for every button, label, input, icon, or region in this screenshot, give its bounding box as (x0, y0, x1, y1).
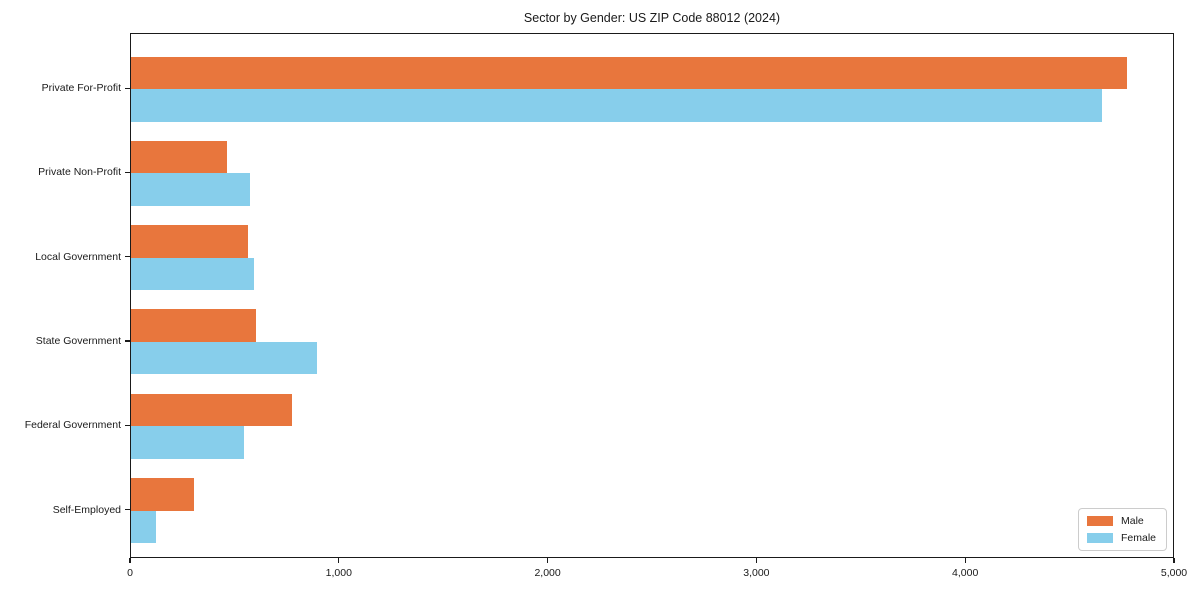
bar-female-self-employed (131, 510, 157, 543)
ytick-mark (125, 340, 130, 342)
xtick-mark (129, 558, 131, 563)
legend-swatch-female (1086, 533, 1113, 543)
bar-female-private-for-profit (131, 89, 1102, 122)
ytick-label-private-non-profit: Private Non-Profit (38, 166, 121, 179)
bar-male-private-for-profit (131, 56, 1127, 89)
ytick-mark (125, 424, 130, 426)
ytick-mark (125, 509, 130, 511)
ytick-mark (125, 87, 130, 89)
bar-female-state-government (131, 341, 317, 375)
xtick-label-3000: 3,000 (743, 567, 770, 579)
ytick-label-private-for-profit: Private For-Profit (41, 82, 121, 94)
bar-female-local-government (131, 257, 255, 291)
legend-label-male: Male (1120, 515, 1144, 527)
legend-item-male: Male (1086, 515, 1156, 527)
bar-male-private-non-profit (131, 140, 228, 174)
ytick-mark (125, 256, 130, 258)
xtick-mark (1173, 558, 1175, 563)
bar-female-federal-government (131, 426, 244, 459)
xtick-mark (964, 558, 966, 563)
ytick-label-local-government: Local Government (35, 250, 121, 263)
xtick-mark (755, 558, 758, 563)
xtick-label-4000: 4,000 (952, 567, 979, 579)
xtick-label-0: 0 (127, 567, 133, 579)
xtick-mark (546, 558, 549, 563)
bar-male-federal-government (131, 393, 292, 427)
bar-female-private-non-profit (131, 173, 251, 206)
legend-label-female: Female (1120, 532, 1156, 544)
bar-male-state-government (131, 309, 257, 342)
bar-male-local-government (131, 225, 248, 258)
xtick-label-5000: 5,000 (1160, 567, 1188, 579)
legend-swatch-male (1086, 516, 1113, 526)
ytick-label-self-employed: Self-Employed (52, 503, 121, 516)
xtick-mark (338, 558, 340, 563)
legend: Male Female (1077, 508, 1167, 551)
xtick-label-1000: 1,000 (325, 567, 352, 579)
ytick-label-federal-government: Federal Government (24, 419, 121, 432)
legend-item-female: Female (1086, 532, 1156, 544)
chart-title: Sector by Gender: US ZIP Code 88012 (202… (523, 11, 781, 25)
bar-male-self-employed (131, 478, 194, 511)
ytick-label-state-government: State Government (35, 334, 121, 347)
ytick-mark (125, 171, 130, 174)
xtick-label-2000: 2,000 (534, 567, 561, 579)
plot-area: Male Female (130, 33, 1174, 558)
